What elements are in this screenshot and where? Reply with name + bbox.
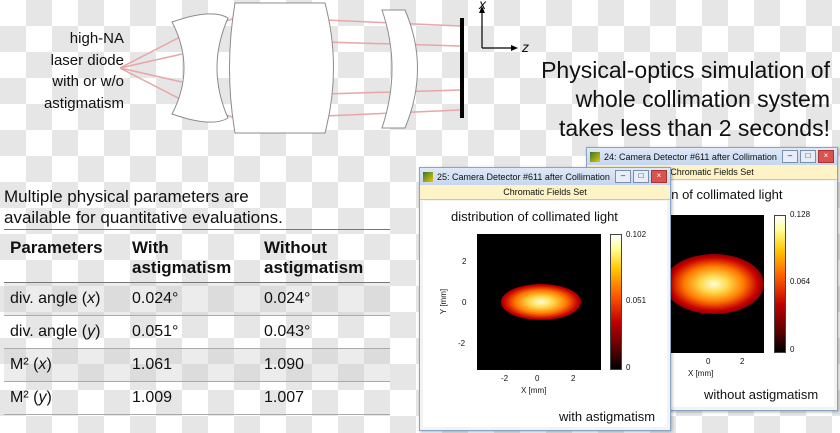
plot-title: on of collimated light [664,187,783,202]
laser-diode-label: high-NA laser diode with or w/o astigmat… [14,28,124,114]
colorbar-min: 0 [626,363,631,372]
diode-label-line: high-NA [69,30,124,47]
param-cell: div. angle (x) [10,290,101,307]
y-tick: 0 [462,298,467,307]
table-header-row: Parameters With astigmatism Without astigm… [4,229,390,283]
without-cell: 0.024° [264,290,311,307]
param-cell: div. angle (y) [10,323,101,340]
param-var: x [38,356,47,373]
param-cell: M² (y) [10,389,52,406]
with-cell: 0.024° [132,290,179,307]
header-parameters: Parameters [4,230,126,283]
without-cell: 0.043° [264,323,311,340]
close-button[interactable]: × [818,150,834,163]
param-name: div. angle [10,323,78,340]
x-tick: 0 [706,357,711,366]
axes-arrows [479,6,518,51]
first-lens [171,13,229,123]
colorbar-mid: 0.064 [790,277,811,286]
diode-label-line: laser diode [50,51,124,69]
with-cell: 0.051° [132,323,179,340]
intensity-map [664,215,764,353]
window-subtitle: Chromatic Fields Set [420,185,670,200]
header-with: With astigmatism [126,230,258,283]
header-text: Without [264,238,328,257]
header-text: astigmatism [132,258,232,277]
headline: Physical-optics simulation of whole coll… [541,56,830,143]
x-tick: 2 [571,374,576,383]
param-name: div. angle [10,290,78,307]
window-titlebar[interactable]: 24: Camera Detector #611 after Collimati… [587,148,837,165]
camera-detector-window-25[interactable]: 25: Camera Detector #611 after Collimati… [419,167,671,431]
colorbar [774,215,786,353]
diode-label-line: with or w/o [52,73,124,90]
light-spot [664,254,764,314]
table-row: M² (y) 1.009 1.007 [4,382,390,415]
diode-label-line: astigmatism [43,94,124,112]
colorbar [610,234,622,370]
maximize-button[interactable]: □ [633,170,649,183]
plot-pane: distribution of collimated light 2 0 -2 … [423,201,667,427]
intensity-map [477,234,601,370]
table-row: div. angle (y) 0.051° 0.043° [4,316,390,349]
x-tick: 0 [535,374,540,383]
param-var: x [87,290,96,307]
x-tick: -2 [501,374,509,383]
colorbar-max: 0.102 [626,230,647,239]
y-axis-title: Y [mm] [439,288,449,315]
x-axis-label: x [479,0,486,12]
param-name: M² [10,389,29,406]
colorbar-mid: 0.051 [626,296,647,305]
param-cell: M² (x) [10,356,52,373]
headline-line: whole collimation system [575,86,830,112]
window-titlebar[interactable]: 25: Camera Detector #611 after Collimati… [420,168,670,185]
colorbar-min: 0 [790,345,795,354]
param-name: M² [10,356,29,373]
header-text: With [132,238,169,257]
with-cell: 1.061 [132,356,173,373]
intro-line: Multiple physical parameters are [4,187,249,206]
headline-line: takes less than 2 seconds! [558,115,830,141]
y-tick: 2 [462,257,467,266]
window-caption: with astigmatism [559,409,656,424]
close-button[interactable]: × [651,170,667,183]
table-row: div. angle (x) 0.024° 0.024° [4,282,390,316]
header-text: astigmatism [264,258,364,277]
param-var: y [38,389,47,406]
z-axis-label: z [522,39,529,55]
window-caption: without astigmatism [704,387,819,402]
header-without: Without astigmatism [258,230,390,283]
x-axis-title: X [mm] [521,386,547,395]
without-cell: 1.090 [264,356,305,373]
window-title: 25: Camera Detector #611 after Collimati… [437,171,613,182]
middle-lens [229,2,334,134]
param-var: y [87,323,96,340]
coordinate-axes: x z [462,0,542,60]
minimize-button[interactable]: – [782,150,798,163]
colorbar-max: 0.128 [790,210,811,219]
app-icon [423,171,433,182]
third-lens [381,9,418,129]
parameters-table: Parameters With astigmatism Without astigm… [4,229,390,415]
light-spot [501,284,581,320]
minimize-button[interactable]: – [615,170,631,183]
app-icon [590,151,600,162]
plot-title: distribution of collimated light [451,209,618,224]
y-tick: -2 [458,339,466,348]
x-axis-title: X [mm] [688,369,714,378]
with-cell: 1.009 [132,389,173,406]
header-text: Parameters [10,238,103,257]
optics-diagram [120,2,464,134]
intro-text: Multiple physical parameters are availab… [4,186,283,228]
maximize-button[interactable]: □ [800,150,816,163]
window-title: 24: Camera Detector #611 after Collimati… [604,151,780,162]
detector-plate [460,18,464,118]
without-cell: 1.007 [264,389,305,406]
headline-line: Physical-optics simulation of [541,57,830,83]
x-tick: 2 [740,357,745,366]
table-row: M² (x) 1.061 1.090 [4,348,390,382]
intro-line: available for quantitative evaluations. [4,208,283,227]
